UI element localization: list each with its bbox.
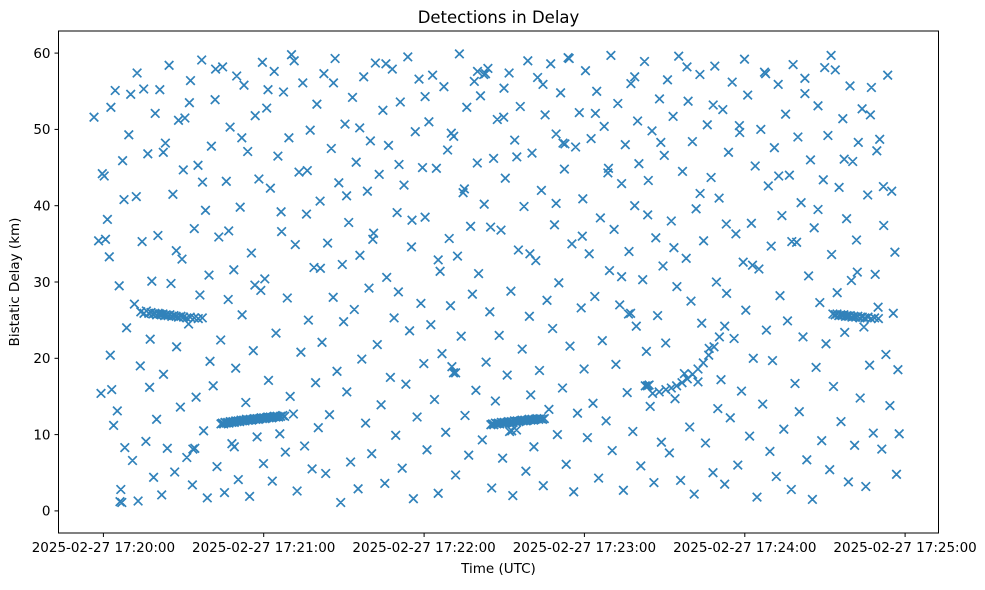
svg-text:60: 60: [33, 46, 50, 62]
y-axis-label: Bistatic Delay (km): [7, 217, 23, 347]
svg-text:40: 40: [33, 199, 50, 215]
svg-text:2025-02-27 17:21:00: 2025-02-27 17:21:00: [192, 540, 335, 556]
axes-frame: [58, 30, 939, 534]
svg-text:20: 20: [33, 351, 50, 367]
svg-text:10: 10: [33, 427, 50, 443]
svg-text:2025-02-27 17:24:00: 2025-02-27 17:24:00: [673, 540, 816, 556]
x-axis-label: Time (UTC): [461, 561, 536, 577]
svg-text:30: 30: [33, 275, 50, 291]
data-points: [89, 48, 905, 508]
svg-text:2025-02-27 17:22:00: 2025-02-27 17:22:00: [352, 540, 495, 556]
x-axis-ticks: 2025-02-27 17:20:00 2025-02-27 17:21:00 20…: [32, 533, 977, 556]
svg-text:2025-02-27 17:20:00: 2025-02-27 17:20:00: [32, 540, 175, 556]
svg-text:50: 50: [33, 122, 50, 138]
chart-title: Detections in Delay: [417, 8, 580, 27]
svg-text:2025-02-27 17:23:00: 2025-02-27 17:23:00: [513, 540, 656, 556]
y-axis-ticks: 0 10 20 30 40 50 60: [33, 46, 59, 520]
svg-text:0: 0: [42, 504, 51, 520]
svg-text:2025-02-27 17:25:00: 2025-02-27 17:25:00: [833, 540, 976, 556]
